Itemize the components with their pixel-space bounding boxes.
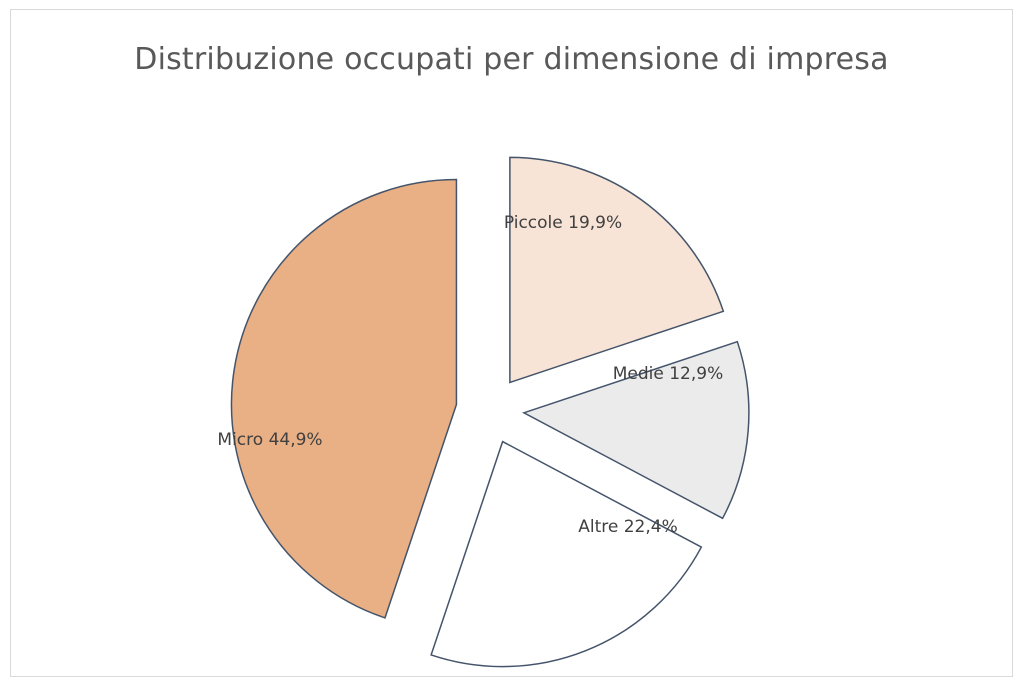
data-label-piccole: Piccole 19,9% <box>504 213 622 233</box>
data-label-altre: Altre 22,4% <box>578 517 678 537</box>
data-label-micro: Micro 44,9% <box>217 430 322 450</box>
data-label-medie: Medie 12,9% <box>613 364 724 384</box>
pie-slice-micro <box>230 178 458 619</box>
pie-slice-medie <box>521 340 750 520</box>
chart-title: Distribuzione occupati per dimensione di… <box>134 42 889 77</box>
pie-slice-altre <box>430 440 703 668</box>
pie-slice-piccole <box>509 156 725 384</box>
